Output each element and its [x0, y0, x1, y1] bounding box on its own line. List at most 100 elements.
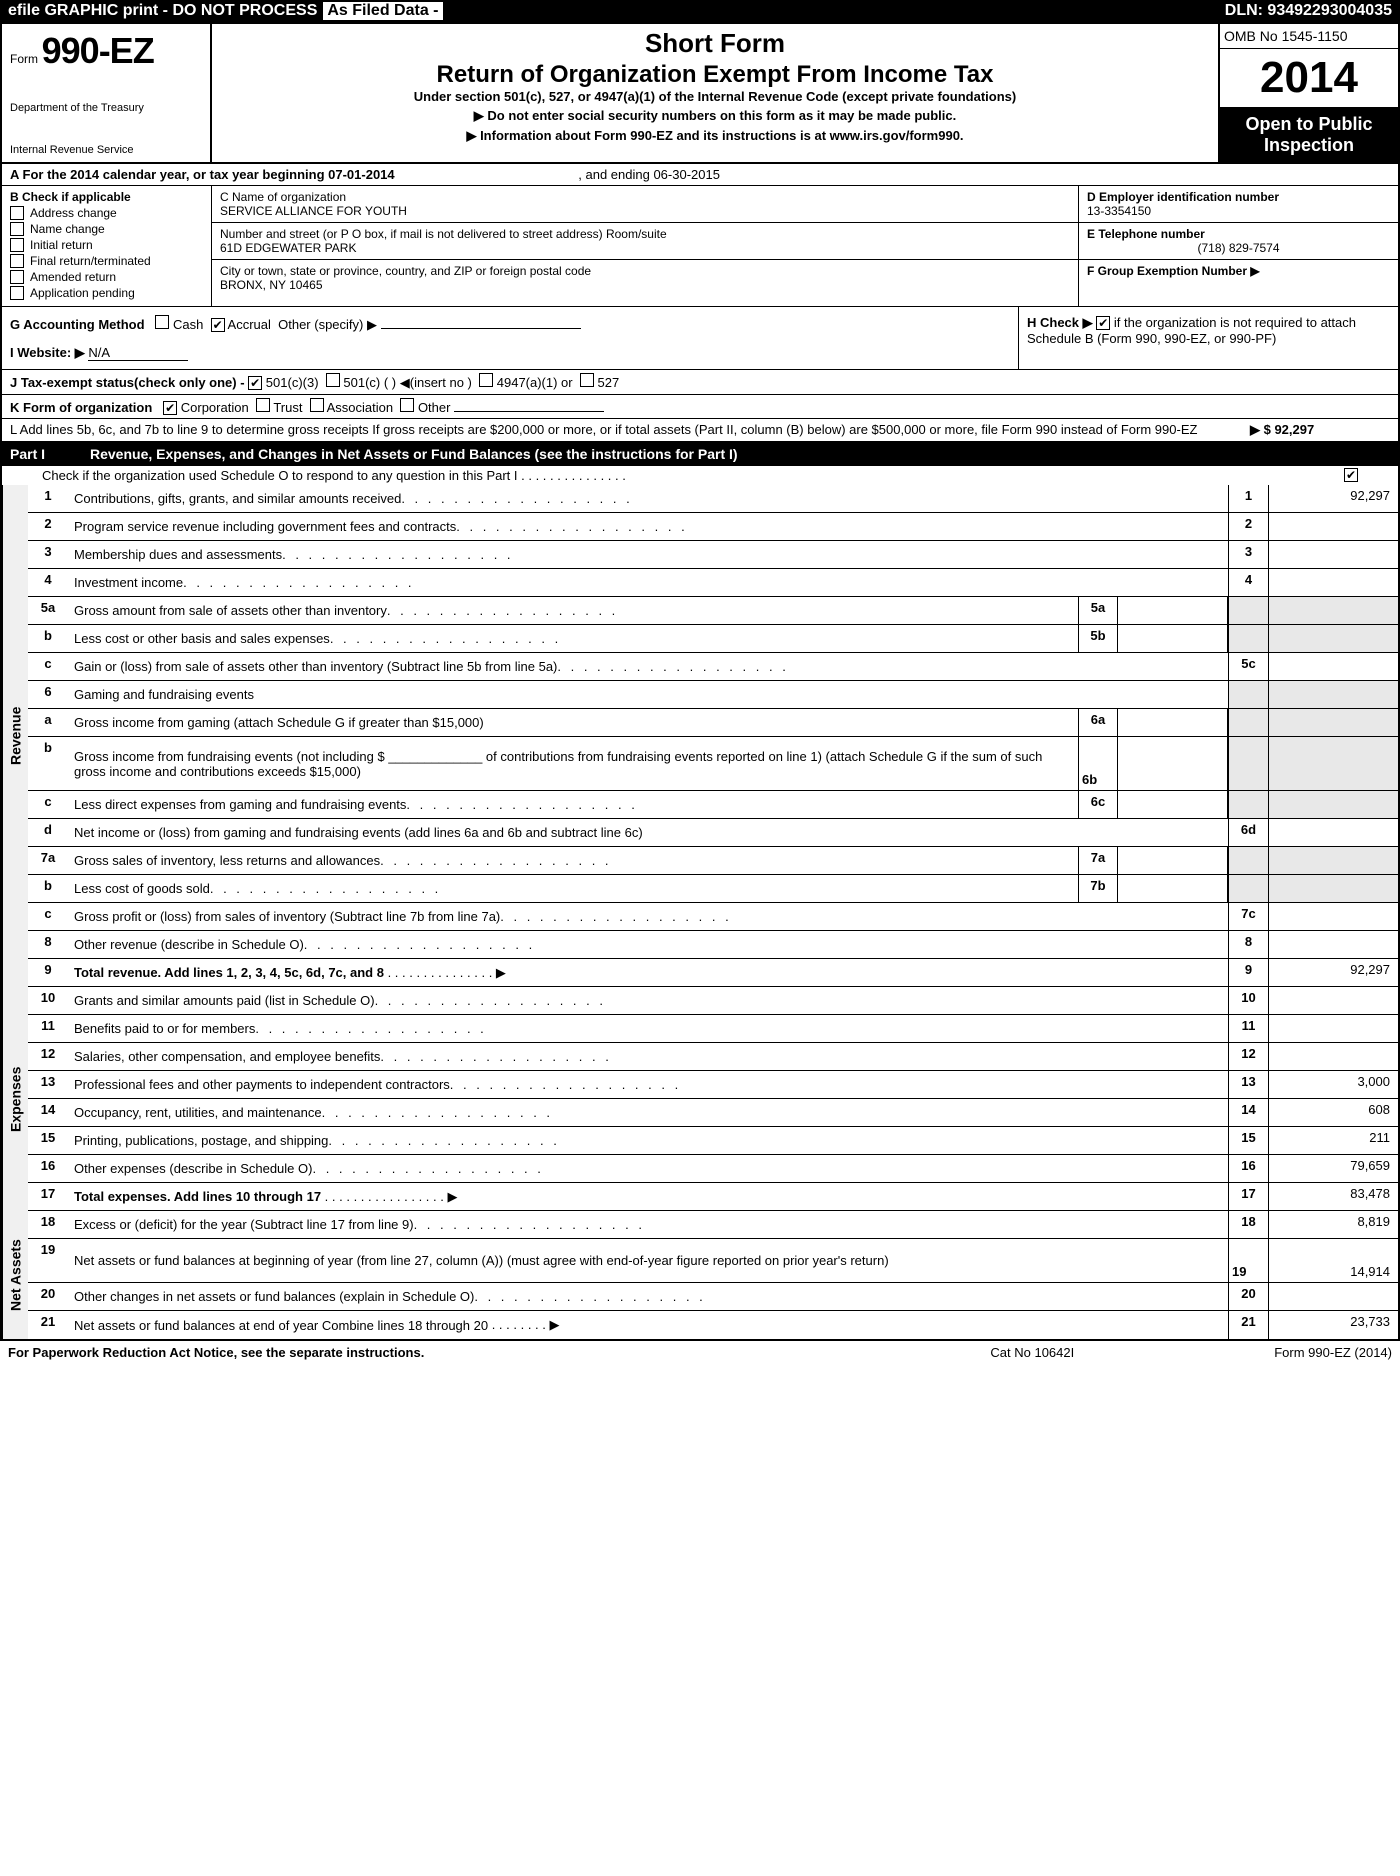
line2-desc: Program service revenue including govern… — [68, 513, 1228, 540]
dept-treasury: Department of the Treasury — [10, 102, 202, 114]
line18-val: 8,819 — [1268, 1211, 1398, 1238]
footer-form: Form 990-EZ (2014) — [1274, 1345, 1392, 1360]
chk-application-pending[interactable] — [10, 286, 24, 300]
topbar-dln: DLN: 93492293004035 — [1225, 2, 1392, 20]
chk-name-change[interactable] — [10, 222, 24, 236]
footer-left: For Paperwork Reduction Act Notice, see … — [8, 1345, 424, 1360]
line10-desc: Grants and similar amounts paid (list in… — [68, 987, 1228, 1014]
chk-501c3[interactable] — [248, 376, 262, 390]
line19-val: 14,914 — [1268, 1239, 1398, 1282]
line7b-desc: Less cost of goods sold — [68, 875, 1078, 902]
city-value: BRONX, NY 10465 — [220, 278, 1070, 292]
chk-cash[interactable] — [155, 315, 169, 329]
chk-association[interactable] — [310, 398, 324, 412]
omb-number: OMB No 1545-1150 — [1220, 24, 1398, 49]
chk-address-change[interactable] — [10, 206, 24, 220]
line15-desc: Printing, publications, postage, and shi… — [68, 1127, 1228, 1154]
line1-val: 92,297 — [1268, 485, 1398, 512]
line17-val: 83,478 — [1268, 1183, 1398, 1210]
line5a-desc: Gross amount from sale of assets other t… — [68, 597, 1078, 624]
lbl-amended-return: Amended return — [30, 270, 116, 284]
form-number: 990-EZ — [42, 30, 154, 71]
chk-527[interactable] — [580, 373, 594, 387]
line16-desc: Other expenses (describe in Schedule O) — [68, 1155, 1228, 1182]
line5c-desc: Gain or (loss) from sale of assets other… — [68, 653, 1228, 680]
ein-label: D Employer identification number — [1087, 190, 1390, 204]
line8-desc: Other revenue (describe in Schedule O) — [68, 931, 1228, 958]
form-header: Form 990-EZ Department of the Treasury I… — [2, 24, 1398, 164]
chk-final-return[interactable] — [10, 254, 24, 268]
line7c-desc: Gross profit or (loss) from sales of inv… — [68, 903, 1228, 930]
line17-desc: Total expenses. Add lines 10 through 17 … — [68, 1183, 1228, 1210]
org-name-label: C Name of organization — [220, 190, 1070, 204]
line11-desc: Benefits paid to or for members — [68, 1015, 1228, 1042]
line6b-desc: Gross income from fundraising events (no… — [68, 737, 1078, 790]
lbl-trust: Trust — [273, 400, 302, 415]
line6c-desc: Less direct expenses from gaming and fun… — [68, 791, 1078, 818]
tel-value: (718) 829-7574 — [1087, 241, 1390, 255]
lbl-address-change: Address change — [30, 206, 117, 220]
line16-val: 79,659 — [1268, 1155, 1398, 1182]
part1-label: Part I — [2, 442, 82, 466]
tax-year: 2014 — [1220, 49, 1398, 108]
chk-schedule-o[interactable] — [1344, 468, 1358, 482]
line6a-desc: Gross income from gaming (attach Schedul… — [68, 709, 1078, 736]
subtitle: Under section 501(c), 527, or 4947(a)(1)… — [222, 89, 1208, 104]
line15-val: 211 — [1268, 1127, 1398, 1154]
line20-val — [1268, 1283, 1398, 1310]
line13-desc: Professional fees and other payments to … — [68, 1071, 1228, 1098]
ein-value: 13-3354150 — [1087, 204, 1390, 218]
l-text: L Add lines 5b, 6c, and 7b to line 9 to … — [10, 422, 1250, 438]
line13-val: 3,000 — [1268, 1071, 1398, 1098]
netassets-label: Net Assets — [2, 1211, 28, 1339]
topbar-left: efile GRAPHIC print - DO NOT PROCESS — [8, 2, 317, 20]
website-label: I Website: ▶ — [10, 345, 85, 360]
footer-cat: Cat No 10642I — [990, 1345, 1074, 1360]
line8-val — [1268, 931, 1398, 958]
line12-desc: Salaries, other compensation, and employ… — [68, 1043, 1228, 1070]
chk-amended-return[interactable] — [10, 270, 24, 284]
chk-501c[interactable] — [326, 373, 340, 387]
line7a-desc: Gross sales of inventory, less returns a… — [68, 847, 1078, 874]
open-inspection: Open to Public Inspection — [1220, 108, 1398, 162]
line4-val — [1268, 569, 1398, 596]
line11-val — [1268, 1015, 1398, 1042]
line6d-desc: Net income or (loss) from gaming and fun… — [68, 819, 1228, 846]
lbl-501c3: 501(c)(3) — [266, 375, 319, 390]
lbl-accrual: Accrual — [228, 317, 271, 332]
chk-trust[interactable] — [256, 398, 270, 412]
chk-accrual[interactable] — [211, 318, 225, 332]
part1-title: Revenue, Expenses, and Changes in Net As… — [82, 442, 1398, 466]
line14-val: 608 — [1268, 1099, 1398, 1126]
chk-initial-return[interactable] — [10, 238, 24, 252]
line6-desc: Gaming and fundraising events — [68, 681, 1228, 708]
lbl-other-method: Other (specify) ▶ — [278, 317, 377, 332]
lbl-501c: 501(c) ( ) ◀(insert no ) — [343, 375, 471, 390]
expenses-label: Expenses — [2, 987, 28, 1211]
chk-corporation[interactable] — [163, 401, 177, 415]
lbl-initial-return: Initial return — [30, 238, 93, 252]
line5c-val — [1268, 653, 1398, 680]
line9-val: 92,297 — [1268, 959, 1398, 986]
h-label: H Check ▶ — [1027, 315, 1093, 330]
revenue-label: Revenue — [2, 485, 28, 987]
col-b: B Check if applicable Address change Nam… — [2, 186, 212, 306]
l-amount: ▶ $ 92,297 — [1250, 422, 1390, 438]
lbl-other-org: Other — [418, 400, 451, 415]
street-value: 61D EDGEWATER PARK — [220, 241, 1070, 255]
part1-header: Part I Revenue, Expenses, and Changes in… — [2, 442, 1398, 466]
chk-4947[interactable] — [479, 373, 493, 387]
line21-val: 23,733 — [1268, 1311, 1398, 1339]
top-bar: efile GRAPHIC print - DO NOT PROCESS As … — [0, 0, 1400, 22]
chk-h[interactable] — [1096, 316, 1110, 330]
line6d-val — [1268, 819, 1398, 846]
note-info: ▶ Information about Form 990-EZ and its … — [222, 128, 1208, 144]
j-label: J Tax-exempt status(check only one) - — [10, 375, 245, 390]
topbar-mid: As Filed Data - — [323, 2, 442, 20]
row-a-label: A For the 2014 calendar year, or tax yea… — [10, 167, 395, 182]
org-name: SERVICE ALLIANCE FOR YOUTH — [220, 204, 1070, 218]
website-value: N/A — [88, 345, 188, 361]
line4-desc: Investment income — [68, 569, 1228, 596]
chk-other-org[interactable] — [400, 398, 414, 412]
lbl-cash: Cash — [173, 317, 203, 332]
